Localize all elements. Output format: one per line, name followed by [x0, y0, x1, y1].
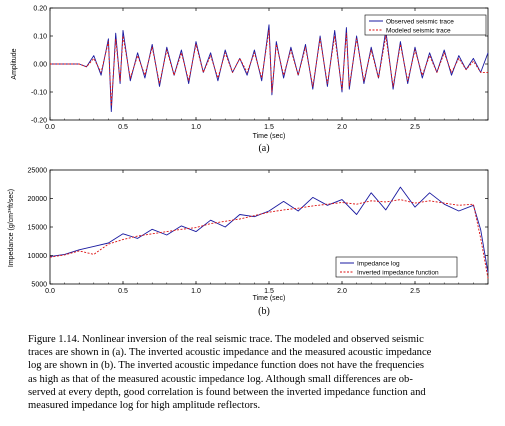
- panel-a-xtick-label: 1.0: [191, 124, 201, 131]
- legend-impedance-log-label: Impedance log: [357, 261, 400, 268]
- panel-a-ytick-label: -0.20: [31, 118, 47, 125]
- panel-b-ytick-label: 5000: [31, 282, 47, 289]
- panel-b-xtick-label: 1.0: [191, 288, 201, 295]
- panel-a-ytick-label: 0.20: [33, 6, 47, 13]
- caption-line: traces are shown in (a). The inverted ac…: [28, 347, 432, 359]
- panel-a-legend: Observed seismic trace Modeled seismic t…: [364, 14, 487, 36]
- panel-b-ytick-label: 25000: [28, 168, 48, 175]
- panel-a-xtick-label: 1.5: [264, 124, 274, 131]
- panel-a-chart: 0.0 0.5 1.0 1.5 2.0 2.5 -0.20 -0.10 0.00 0.10 0.20…: [11, 6, 489, 154]
- panel-b-label: (b): [258, 306, 270, 317]
- panel-b-xlabel: Time (sec): [253, 295, 286, 302]
- panel-b-ylabel: Impedance (g/cm³*ft/sec): [8, 189, 15, 267]
- panel-a-ytick-label: 0.00: [33, 62, 47, 69]
- panel-b-xtick-label: 2.0: [337, 288, 347, 295]
- panel-a-xtick-label: 2.0: [337, 124, 347, 131]
- panel-b-ytick-label: 20000: [28, 196, 48, 203]
- caption-line: Figure 1.14. Nonlinear inversion of the …: [28, 334, 424, 345]
- panel-a-xtick-label: 0.5: [118, 124, 128, 131]
- panel-b-xtick-label: 2.5: [410, 288, 420, 295]
- panel-b-xtick-label: 1.5: [264, 288, 274, 295]
- panel-a-ytick-label: 0.10: [33, 34, 47, 41]
- panel-b-series-dashed: [49, 199, 489, 279]
- panel-b-legend: Impedance log Inverted impedance functio…: [335, 256, 458, 278]
- panel-a-ylabel: Amplitude: [11, 48, 18, 79]
- panel-b-ytick-label: 10000: [28, 253, 48, 260]
- caption-line: served at every depth, good correlation …: [28, 386, 426, 398]
- panel-a-ytick-label: -0.10: [31, 90, 47, 97]
- panel-b-chart: 0.0 0.5 1.0 1.5 2.0 2.5 5000 10000 15000 20000 250…: [8, 168, 489, 317]
- panel-b-ytick-label: 15000: [28, 225, 48, 232]
- panel-a-xtick-label: 0.0: [45, 124, 55, 131]
- panel-a-xtick-label: 2.5: [410, 124, 420, 131]
- panel-b-xtick-label: 0.5: [118, 288, 128, 295]
- caption-line: log are shown in (b). The inverted acous…: [28, 360, 425, 372]
- panel-a-series-solid: [50, 24, 489, 113]
- panel-b-xtick-label: 0.0: [45, 288, 55, 295]
- legend-inverted-label: Inverted impedance function: [357, 270, 439, 277]
- panel-a-label: (a): [258, 143, 269, 154]
- caption-line: measured impedance log for high amplitud…: [28, 400, 261, 412]
- legend-observed-label: Observed seismic trace: [386, 19, 454, 26]
- panel-a-xlabel: Time (sec): [253, 133, 286, 140]
- panel-b-series-solid: [49, 186, 489, 273]
- caption-line: as high as that of the measured acoustic…: [28, 373, 413, 385]
- legend-modeled-label: Modeled seismic trace: [386, 28, 451, 35]
- figure-caption: Figure 1.14. Nonlinear inversion of the …: [28, 333, 490, 412]
- panel-a-series-dashed: [50, 29, 488, 107]
